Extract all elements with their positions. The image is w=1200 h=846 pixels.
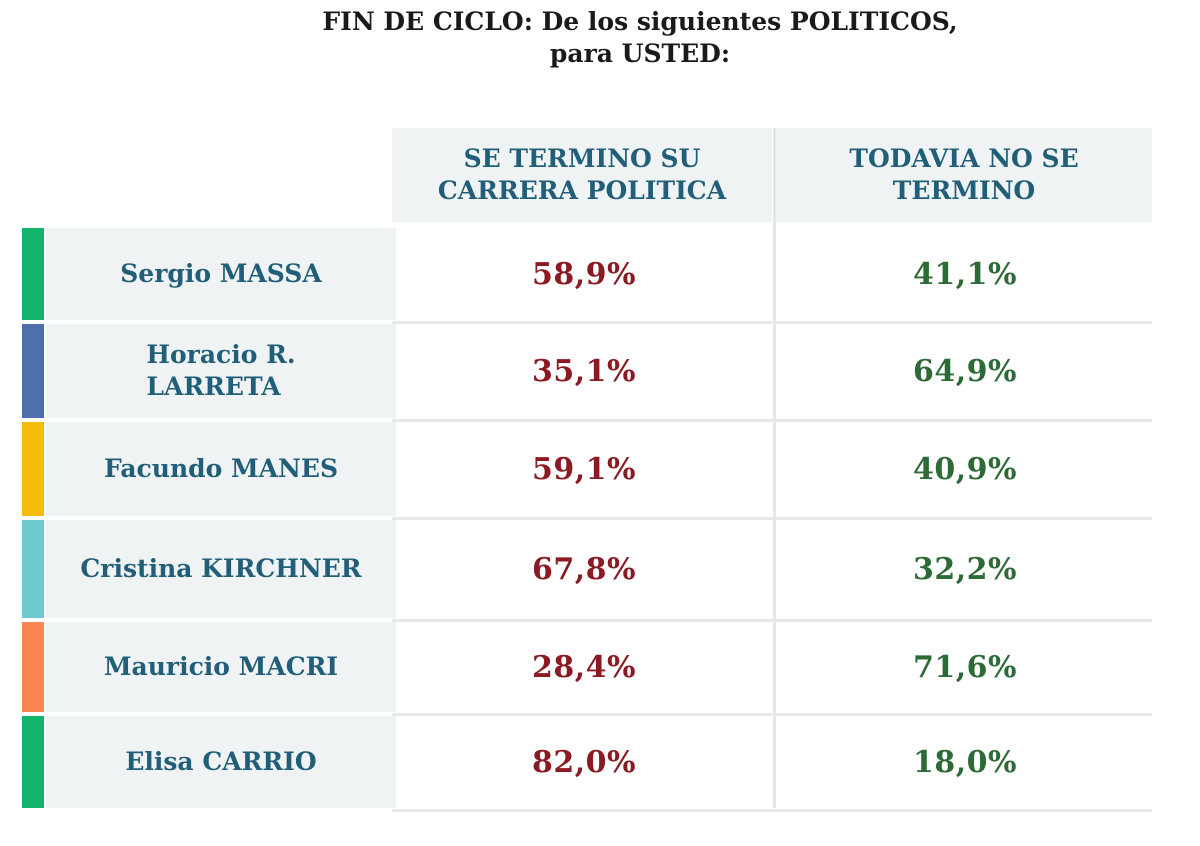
row-divider <box>392 713 1152 716</box>
value-se-termino: 67,8% <box>531 551 637 587</box>
politician-name: Facundo MANES <box>46 422 396 516</box>
value-todavia-no: 64,9% <box>912 353 1018 389</box>
table-row: Facundo MANES 59,1% 40,9% <box>22 422 1152 516</box>
row-divider <box>392 809 1152 812</box>
table-row: Mauricio MACRI 28,4% 71,6% <box>22 622 1152 712</box>
value-se-termino: 58,9% <box>531 256 637 292</box>
table-row: Elisa CARRIO 82,0% 18,0% <box>22 716 1152 808</box>
chart-title-line-2: para USTED: <box>549 39 731 68</box>
politician-name-line-1: Facundo MANES <box>103 454 339 483</box>
value-todavia-no: 41,1% <box>912 256 1018 292</box>
value-todavia-no: 32,2% <box>912 551 1018 587</box>
row-color-bar <box>22 422 44 516</box>
row-color-bar <box>22 228 44 320</box>
politician-name: Sergio MASSA <box>46 228 396 320</box>
column-header-todavia-no-line-2: TERMINO <box>892 176 1036 205</box>
chart-title-line-1: FIN DE CICLO: De los siguientes POLITICO… <box>322 7 958 36</box>
column-header-se-termino-line-2: CARRERA POLITICA <box>437 176 727 205</box>
row-divider <box>392 419 1152 422</box>
column-header-todavia-no: TODAVIA NO SE TERMINO <box>776 128 1152 222</box>
politician-name-line-2: LARRETA <box>146 372 281 401</box>
column-divider <box>773 128 776 808</box>
value-se-termino: 59,1% <box>531 451 637 487</box>
value-todavia-no: 71,6% <box>912 649 1018 685</box>
row-color-bar <box>22 716 44 808</box>
row-divider <box>392 619 1152 622</box>
politician-name: Cristina KIRCHNER <box>46 520 396 618</box>
row-divider <box>392 321 1152 324</box>
politician-name-line-1: Horacio R. <box>146 340 296 369</box>
table-row: Sergio MASSA 58,9% 41,1% <box>22 228 1152 320</box>
table-row: Horacio R. LARRETA 35,1% 64,9% <box>22 324 1152 418</box>
politician-name-line-1: Sergio MASSA <box>120 259 322 288</box>
politician-name-line-1: Mauricio MACRI <box>103 652 339 681</box>
politician-name: Elisa CARRIO <box>46 716 396 808</box>
column-header-se-termino-line-1: SE TERMINO SU <box>463 144 701 173</box>
row-color-bar <box>22 622 44 712</box>
politician-name-line-1: Elisa CARRIO <box>125 747 317 776</box>
value-se-termino: 35,1% <box>531 353 637 389</box>
value-todavia-no: 40,9% <box>912 451 1018 487</box>
politician-name-line-1: Cristina KIRCHNER <box>80 554 362 583</box>
value-todavia-no: 18,0% <box>912 744 1018 780</box>
row-color-bar <box>22 520 44 618</box>
value-se-termino: 28,4% <box>531 649 637 685</box>
politician-name: Mauricio MACRI <box>46 622 396 712</box>
column-header-todavia-no-line-1: TODAVIA NO SE <box>849 144 1079 173</box>
column-header-se-termino: SE TERMINO SU CARRERA POLITICA <box>392 128 772 222</box>
row-color-bar <box>22 324 44 418</box>
chart-title: FIN DE CICLO: De los siguientes POLITICO… <box>0 6 1200 70</box>
row-divider <box>392 517 1152 520</box>
table-row: Cristina KIRCHNER 67,8% 32,2% <box>22 520 1152 618</box>
politician-name: Horacio R. LARRETA <box>46 324 396 418</box>
value-se-termino: 82,0% <box>531 744 637 780</box>
